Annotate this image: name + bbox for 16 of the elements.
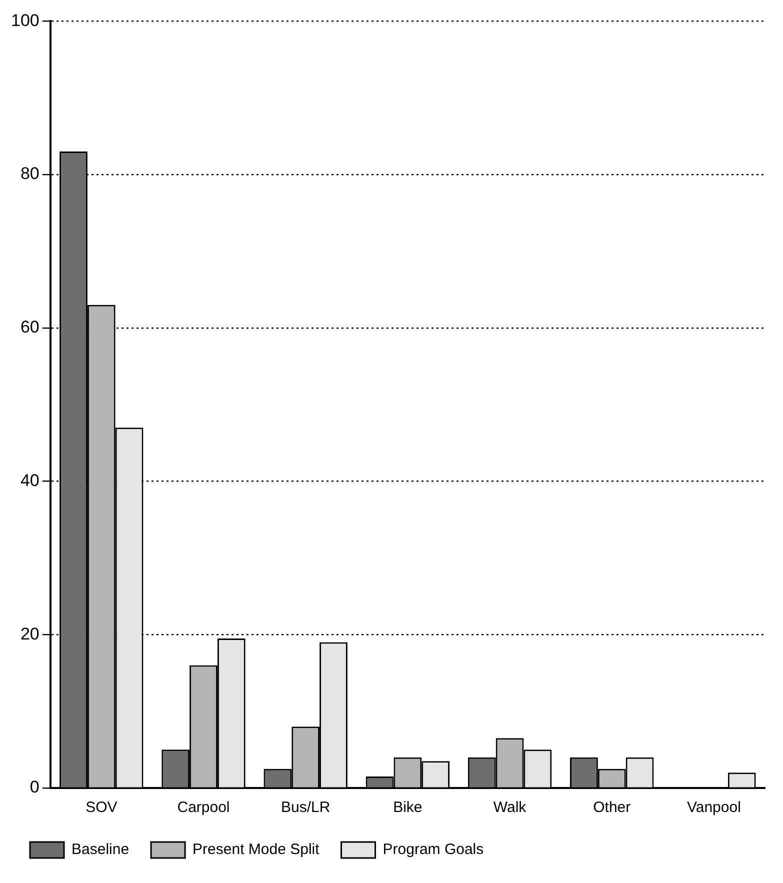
y-tick-label: 80 <box>20 164 40 184</box>
y-tick-label: 60 <box>20 318 40 337</box>
x-tick-label: Carpool <box>177 799 230 816</box>
legend-label: Baseline <box>72 841 130 858</box>
x-tick-label: Walk <box>493 799 527 816</box>
x-tick-label: Vanpool <box>686 799 741 816</box>
legend-label: Present Mode Split <box>192 841 320 858</box>
legend-label: Program Goals <box>382 841 484 858</box>
x-tick-label: Bike <box>393 799 422 816</box>
x-tick-label: Other <box>593 799 631 816</box>
x-tick-label: Bus/LR <box>280 799 330 816</box>
y-tick-label: 0 <box>30 778 40 797</box>
y-tick-label: 20 <box>20 624 40 644</box>
y-tick-label: 40 <box>20 470 40 490</box>
y-tick-label: 100 <box>10 10 40 30</box>
x-tick-label: SOV <box>86 799 118 816</box>
